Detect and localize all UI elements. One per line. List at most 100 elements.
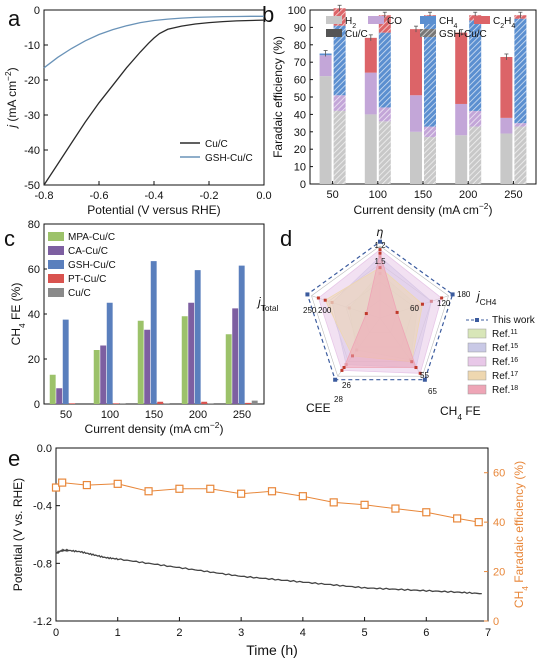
fe-marker xyxy=(474,518,483,527)
y-tick-label: 20 xyxy=(28,354,40,366)
y-left-tick-label: -0.8 xyxy=(33,558,52,570)
y-right-axis-label-part-0: CH xyxy=(512,591,526,608)
x-tick-label: 0 xyxy=(53,627,59,639)
x-tick-label: 3 xyxy=(238,627,244,639)
bar-hatch-H2 xyxy=(424,137,436,184)
potential-trace xyxy=(55,548,482,595)
x-tick-label: 7 xyxy=(485,627,491,639)
radar-point xyxy=(440,296,444,300)
x-tick-label: 100 xyxy=(369,189,387,201)
bar-PT-Cu/C xyxy=(69,403,76,404)
y-tick-label: 0 xyxy=(34,399,40,411)
legend-ref-swatch xyxy=(467,370,487,381)
y-tick-label: 60 xyxy=(28,264,40,276)
bar-series_CuC-H2 xyxy=(500,133,513,184)
legend-label-GSH-Cu/C: GSH-Cu/C xyxy=(68,260,116,271)
y-right-axis-label-part-2: Faradaic efficiency (%) xyxy=(512,461,526,586)
radar-point xyxy=(378,251,382,255)
panel-label-d: d xyxy=(280,226,292,251)
y-right-tick-label: 40 xyxy=(493,517,505,529)
y-tick-label: -50 xyxy=(24,180,40,192)
y-right-tick-label: 0 xyxy=(493,616,499,628)
bar-GSH-Cu/C xyxy=(106,302,113,404)
legend-h2-swatch xyxy=(326,16,342,24)
x-tick-label: -0.2 xyxy=(200,190,219,202)
legend-swatch-PT-Cu/C xyxy=(48,274,64,283)
y-right-tick-label: 60 xyxy=(493,468,505,480)
bar-hatch-H2 xyxy=(378,121,391,184)
legend-co-label-part-0: CO xyxy=(387,16,402,27)
x-axis-label: Current density (mA cm−2) xyxy=(85,420,224,436)
y-axis-label: Faradaic efficiency (%) xyxy=(271,36,285,158)
fe-marker xyxy=(298,492,307,501)
radar-axis-jch4: jCH4 xyxy=(475,289,497,307)
radar-point xyxy=(418,371,422,375)
bar-hatch-H2 xyxy=(333,110,346,184)
bar-CA-Cu/C xyxy=(232,308,239,404)
bar-hatch-CH4 xyxy=(469,20,482,111)
legend-c2h4-swatch xyxy=(474,16,490,24)
legend-ref-label-15: Ref.15 xyxy=(492,343,518,355)
radar-point xyxy=(340,368,344,372)
bar-series_CuC-C2H4 xyxy=(500,56,513,118)
legend-c2h4-label-part-0: C xyxy=(493,16,500,27)
bar-Cu/C xyxy=(207,403,214,404)
bar-CA-Cu/C xyxy=(144,329,151,404)
legend-ref-label-15-part-0: Ref. xyxy=(492,343,510,354)
series-line-Cu/C xyxy=(43,19,265,186)
bar-Cu/C xyxy=(119,403,126,404)
x-axis-label-part-1: −2 xyxy=(210,420,220,430)
legend-label-GSH-Cu/C: GSH-Cu/C xyxy=(205,153,253,164)
fe-marker xyxy=(82,480,91,490)
x-tick-label: -0.8 xyxy=(35,190,54,202)
bar-series_CuC-H2 xyxy=(364,114,377,184)
bar-MPA-Cu/C xyxy=(137,320,144,404)
legend-h2-label: H2 xyxy=(345,16,356,30)
bar-PT-Cu/C xyxy=(245,402,252,404)
fe-marker xyxy=(51,483,61,492)
y-axis-label: j (mA cm−2) xyxy=(3,67,19,129)
y-axis-label-part-1: 4 xyxy=(17,323,27,328)
fe-marker xyxy=(453,514,462,523)
bar-hatch-CO xyxy=(333,95,346,111)
y-tick-label: 0 xyxy=(34,5,40,17)
radar-point xyxy=(420,302,424,306)
x-tick-label: 200 xyxy=(459,189,477,201)
legend-ref-label-18-part-1: 18 xyxy=(510,385,518,392)
legend-c2h4-label-part-3: 4 xyxy=(511,23,515,30)
legend-h2-label-part-0: H xyxy=(345,16,352,27)
panel-c-chart: 0 20 40 60 80 CH4 FE (%) Current density (mA c… xyxy=(9,219,265,436)
x-tick-label: 250 xyxy=(504,189,522,201)
bar-GSH-Cu/C xyxy=(150,261,157,404)
bar-hatch-CO xyxy=(378,107,391,122)
y-axis-label-part-0: CH xyxy=(9,328,23,345)
bar-hatch-CH4 xyxy=(333,25,346,96)
fe-marker xyxy=(144,487,153,496)
legend-swatch-MPA-Cu/C xyxy=(48,232,64,241)
x-tick-label: 250 xyxy=(233,409,251,421)
y-tick-label: 60 xyxy=(294,75,306,87)
fe-marker xyxy=(175,484,184,493)
radar-point xyxy=(342,366,346,370)
bar-series_CuC-CO xyxy=(500,117,513,134)
legend-label-PT-Cu/C: PT-Cu/C xyxy=(68,274,106,285)
x-tick-label: 4 xyxy=(300,627,306,639)
y-tick-label: 40 xyxy=(28,309,40,321)
bar-series_CuC-C2H4 xyxy=(455,32,468,104)
legend-ref-label-11-part-1: 11 xyxy=(510,329,517,336)
y-tick-label: -30 xyxy=(24,110,40,122)
bar-PT-Cu/C xyxy=(157,401,164,404)
x-axis-label-part-0: Current density (mA cm xyxy=(85,422,210,436)
fe-marker xyxy=(267,487,277,496)
fe-line xyxy=(55,482,479,523)
radar-point-this-work xyxy=(333,377,338,382)
bar-series_CuC-C2H4 xyxy=(364,37,377,73)
bar-Cu/C xyxy=(251,400,258,404)
x-axis-label-part-2: ) xyxy=(219,422,223,436)
fe-marker xyxy=(360,500,369,509)
fe-marker xyxy=(237,489,246,498)
y-tick-label: -20 xyxy=(24,75,40,87)
legend-co-label: CO xyxy=(387,16,402,27)
legend-label-MPA-Cu/C: MPA-Cu/C xyxy=(68,232,115,243)
